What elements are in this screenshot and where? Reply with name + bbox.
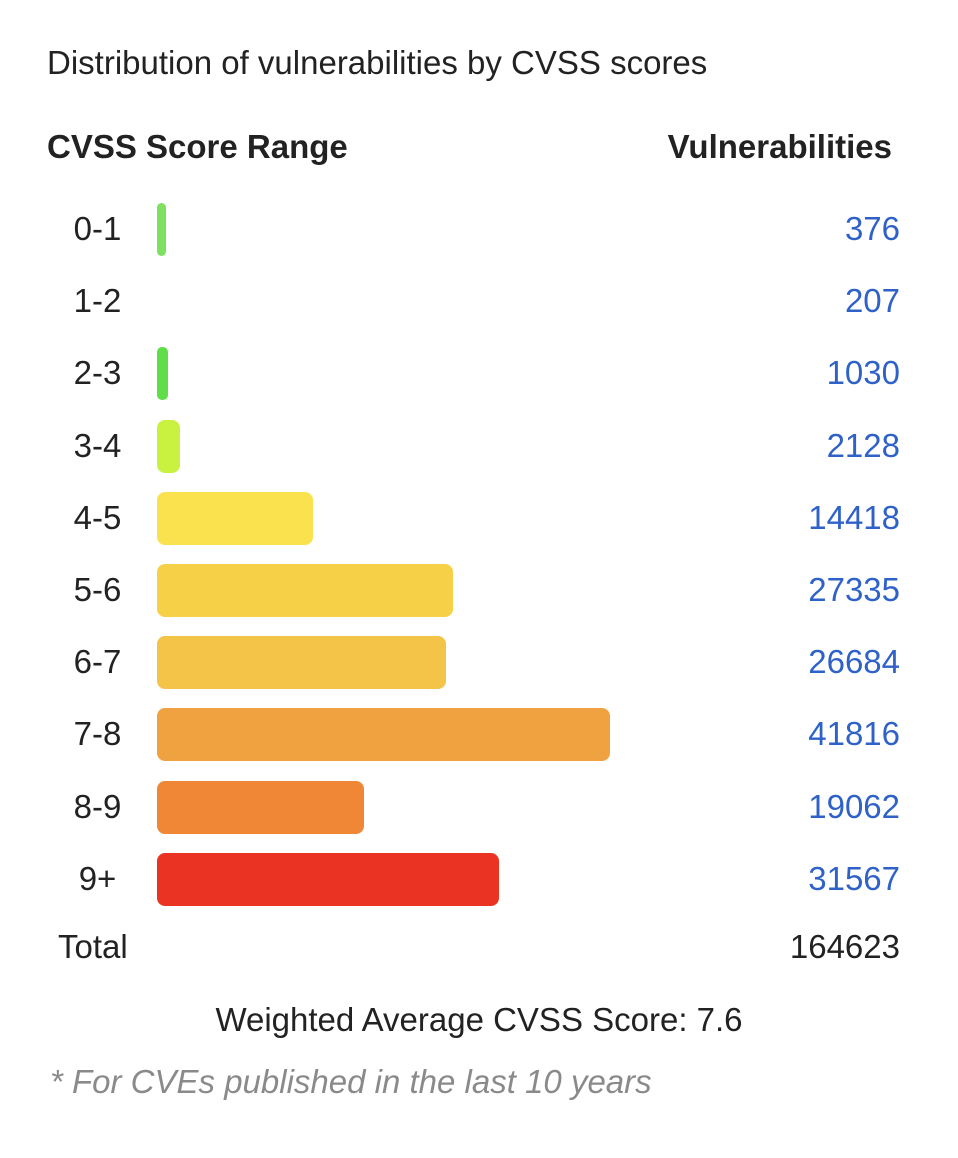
score-range-label: 3-4 — [73, 426, 122, 464]
weighted-average: Weighted Average CVSS Score: 7.6 — [215, 1001, 743, 1038]
bar-row-3-4: 3-4 2128 — [0, 410, 958, 482]
footnote: * For CVEs published in the last 10 year… — [50, 1063, 652, 1100]
bar-row-6-7: 6-7 26684 — [0, 626, 958, 698]
bar-row-5-6: 5-6 27335 — [0, 554, 958, 626]
bar-row-4-5: 4-5 14418 — [0, 482, 958, 554]
score-range-label: 0-1 — [73, 210, 122, 247]
vulnerability-count-link[interactable]: 376 — [844, 210, 900, 247]
bar-row-8-9: 8-9 19062 — [0, 771, 958, 843]
score-range-label: 2-3 — [73, 354, 122, 392]
score-range-label: 6-7 — [73, 643, 122, 681]
bar-row-1-2: 1-2 207 — [0, 265, 958, 337]
chart-title: Distribution of vulnerabilities by CVSS … — [47, 44, 708, 81]
vulnerability-count-link[interactable]: 27335 — [808, 571, 900, 608]
total-row: Total 164623 — [0, 928, 958, 972]
bar — [157, 852, 499, 906]
score-range-label: 7-8 — [73, 715, 122, 753]
bar-row-0-1: 0-1 376 — [0, 193, 958, 265]
bar — [157, 636, 447, 690]
header-vulnerabilities: Vulnerabilities — [667, 128, 892, 165]
vulnerability-count-link[interactable]: 1030 — [826, 354, 900, 392]
bar-row-9plus: 9+ 31567 — [0, 843, 958, 915]
score-range-label: 9+ — [78, 859, 117, 897]
vulnerability-count-link[interactable]: 41816 — [808, 715, 900, 753]
bar — [157, 491, 314, 545]
bar — [157, 347, 169, 401]
total-value: 164623 — [789, 928, 900, 965]
score-range-label: 1-2 — [73, 282, 122, 320]
vulnerability-count-link[interactable]: 26684 — [808, 643, 900, 681]
bar — [157, 203, 166, 256]
score-range-label: 8-9 — [73, 787, 122, 825]
header-score-range: CVSS Score Range — [47, 128, 348, 165]
bar — [157, 708, 610, 762]
vulnerability-count-link[interactable]: 14418 — [808, 498, 900, 536]
vulnerability-count-link[interactable]: 31567 — [808, 859, 900, 897]
vulnerability-count-link[interactable]: 207 — [844, 282, 900, 320]
bar — [157, 780, 364, 834]
bar-row-2-3: 2-3 1030 — [0, 337, 958, 409]
vulnerability-count-link[interactable]: 2128 — [826, 426, 900, 464]
bar-row-7-8: 7-8 41816 — [0, 698, 958, 770]
score-range-label: 4-5 — [73, 498, 122, 536]
bar — [157, 419, 181, 473]
bar — [157, 564, 454, 617]
vulnerability-count-link[interactable]: 19062 — [808, 787, 900, 825]
total-label: Total — [58, 928, 128, 965]
score-range-label: 5-6 — [73, 571, 122, 608]
